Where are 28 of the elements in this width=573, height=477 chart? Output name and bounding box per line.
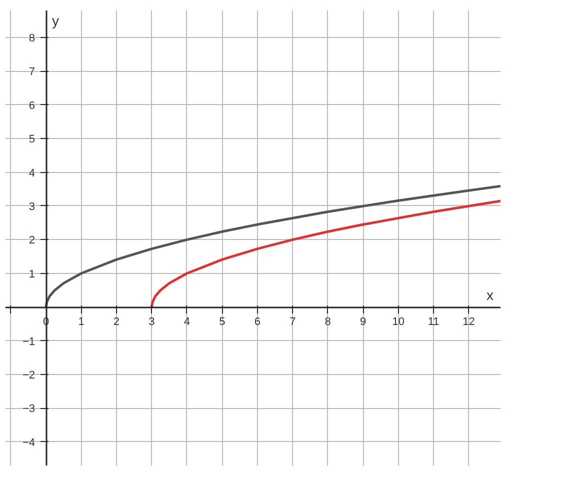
x-tick-label: 9 [360,316,366,328]
x-tick-label: 5 [219,316,226,328]
y-tick-label: 1 [28,268,36,280]
x-tick-label: 6 [254,316,260,328]
y-tick-label: 3 [28,200,36,213]
x-tick-label: 2 [113,316,120,328]
y-tick-label: 2 [28,234,36,247]
y-tick-label: −4 [22,436,36,449]
y-tick-label: 5 [28,134,36,146]
x-tick-label: 3 [148,316,155,328]
x-tick-label: 10 [392,316,404,328]
y-tick-label: 7 [28,66,36,78]
x-tick-label: 4 [184,316,190,328]
y-tick-label: −1 [22,336,36,348]
line-series [150,200,500,308]
y-tick-label: 8 [28,32,36,44]
x-tick-label: 12 [462,316,475,328]
y-axis-title: y [52,12,60,28]
x-tick-label: 7 [290,316,296,328]
y-tick-label: 4 [28,167,36,180]
y-tick-label: −3 [22,403,36,416]
x-tick-label: 11 [428,316,440,328]
x-tick-label: 1 [78,316,84,328]
y-tick-label: 6 [28,100,36,112]
x-axis-title: x [486,287,494,304]
line-series [44,184,500,308]
x-tick-label: 8 [324,316,331,328]
y-tick-label: −2 [22,370,36,382]
